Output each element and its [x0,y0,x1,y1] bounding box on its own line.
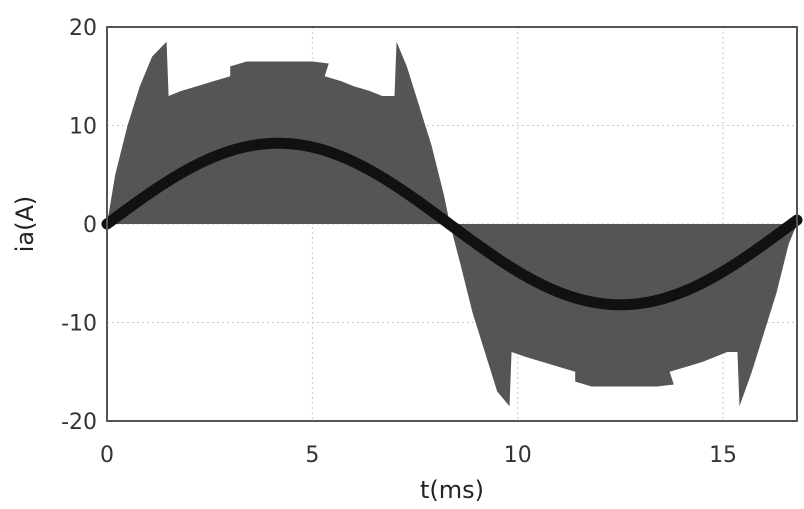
envelope-negative-area [449,224,797,407]
y-tick-label: -10 [61,312,97,337]
x-axis-label: t(ms) [420,476,484,504]
fundamental-series [101,137,803,311]
x-tick-labels: 0 5 10 15 [100,443,737,468]
x-tick-label: 10 [504,443,532,468]
envelope-positive-area [107,41,450,225]
y-tick-label: 0 [83,213,97,238]
plot-frame [106,26,798,422]
y-tick-label: -20 [61,410,97,435]
y-tick-label: 20 [69,16,97,41]
y-tick-label: 10 [69,115,97,140]
x-tick-label: 5 [305,443,319,468]
fundamental-line [101,137,803,311]
envelope-series [107,41,797,407]
y-tick-labels: -20 -10 0 10 20 [61,16,97,435]
x-tick-label: 15 [709,443,737,468]
x-tick-label: 0 [100,443,114,468]
y-axis-label: ia(A) [11,196,39,253]
